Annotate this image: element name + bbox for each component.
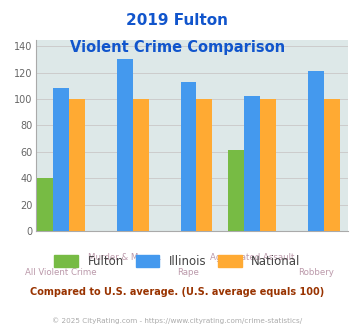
Bar [308,71,324,231]
Text: Aggravated Assault: Aggravated Assault [210,253,294,262]
Text: Violent Crime Comparison: Violent Crime Comparison [70,40,285,54]
Bar [324,99,340,231]
Text: All Violent Crime: All Violent Crime [25,268,97,277]
Text: Rape: Rape [178,268,200,277]
Text: © 2025 CityRating.com - https://www.cityrating.com/crime-statistics/: © 2025 CityRating.com - https://www.city… [53,317,302,324]
Bar [37,178,53,231]
Bar [53,88,69,231]
Legend: Fulton, Illinois, National: Fulton, Illinois, National [50,250,305,273]
Bar [133,99,149,231]
Bar [69,99,85,231]
Bar [117,59,133,231]
Bar [181,82,196,231]
Text: Compared to U.S. average. (U.S. average equals 100): Compared to U.S. average. (U.S. average … [31,287,324,297]
Bar [228,150,244,231]
Text: Robbery: Robbery [298,268,334,277]
Text: 2019 Fulton: 2019 Fulton [126,13,229,28]
Bar [244,96,260,231]
Bar [196,99,212,231]
Text: Murder & Mans...: Murder & Mans... [88,253,162,262]
Bar [260,99,276,231]
